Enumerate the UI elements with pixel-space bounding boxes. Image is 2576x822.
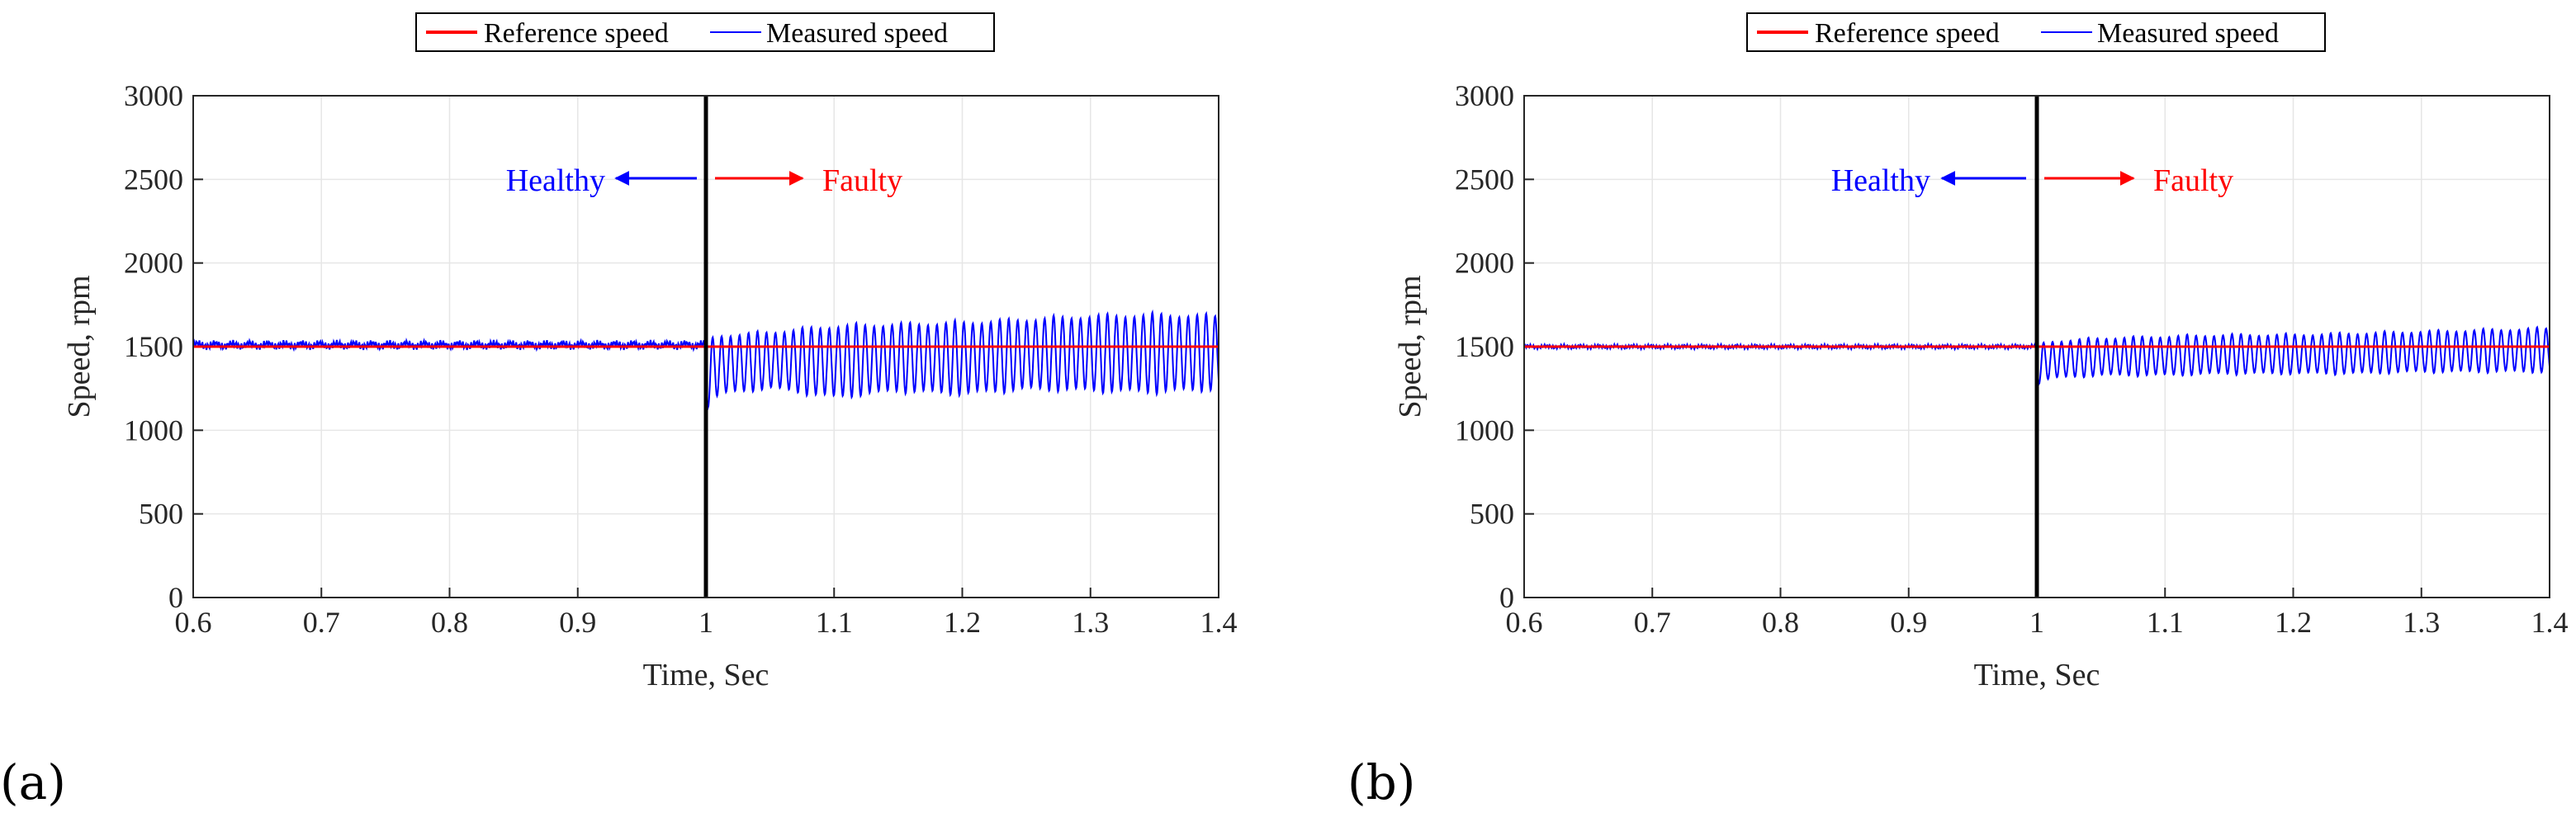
series	[1523, 96, 2550, 598]
faulty-annotation: Faulty	[822, 163, 902, 198]
x-tick-label: 1	[2029, 606, 2044, 639]
legend-label-measured: Measured speed	[766, 18, 948, 49]
x-tick-label: 0.8	[1762, 606, 1799, 639]
legend: Reference speed Measured speed	[1746, 12, 2326, 52]
x-tick-label: 1.4	[1200, 606, 1238, 639]
x-tick-label: 0.7	[1634, 606, 1671, 639]
x-tick-label: 0.6	[175, 606, 212, 639]
chart-panel-b: 0.6 0.7 0.8 0.9 1 1.1 1.2 1.3 1.4 0 500 1000 1500 20…	[1347, 12, 2569, 810]
faulty-annotation: Faulty	[2153, 163, 2233, 198]
y-tick-label: 1000	[1455, 413, 1514, 446]
y-tick-label: 500	[1470, 498, 1514, 531]
x-tick-label: 0.8	[431, 606, 468, 639]
y-tick-label: 1000	[124, 413, 183, 446]
y-tick-label: 1500	[124, 330, 183, 363]
y-axis-label: Speed, rpm	[62, 275, 97, 418]
y-tick-label: 2000	[124, 247, 183, 280]
healthy-annotation: Healthy	[506, 163, 605, 198]
legend-box	[1746, 12, 2326, 52]
legend-label-reference: Reference speed	[484, 18, 669, 49]
x-tick-label: 1.1	[816, 606, 853, 639]
x-tick-label: 0.9	[1890, 606, 1927, 639]
series	[192, 96, 1219, 598]
series-line-measured-speed	[1523, 325, 2550, 386]
legend-box	[415, 12, 995, 52]
x-tick-label: 0.9	[559, 606, 596, 639]
y-tick-label: 2500	[124, 163, 183, 196]
y-tick-label: 2000	[1455, 247, 1514, 280]
x-tick-label: 1.3	[1072, 606, 1109, 639]
y-tick-label: 0	[168, 581, 183, 614]
x-tick-label: 0.7	[303, 606, 340, 639]
x-tick-label: 0.6	[1506, 606, 1543, 639]
y-tick-label: 3000	[1455, 79, 1514, 112]
x-tick-label: 1.3	[2403, 606, 2440, 639]
y-tick-label: 2500	[1455, 163, 1514, 196]
plot-frame	[192, 95, 1219, 598]
x-tick-label: 1.1	[2147, 606, 2184, 639]
x-tick-label: 1	[698, 606, 713, 639]
y-tick-labels: 0 500 1000 1500 2000 2500 3000	[1455, 79, 1514, 614]
y-tick-labels: 0 500 1000 1500 2000 2500 3000	[124, 79, 183, 614]
x-tick-label: 1.2	[944, 606, 981, 639]
x-axis-label: Time, Sec	[1974, 658, 2100, 692]
legend-label-reference: Reference speed	[1815, 18, 2000, 49]
x-tick-label: 1.2	[2275, 606, 2312, 639]
y-tick-label: 3000	[124, 79, 183, 112]
x-tick-labels: 0.6 0.7 0.8 0.9 1 1.1 1.2 1.3 1.4	[1506, 606, 2569, 639]
chart-panel-a: 0.6 0.7 0.8 0.9 1 1.1 1.2 1.3 1.4 0 500 1000 1500 20…	[0, 12, 1238, 810]
legend-label-measured: Measured speed	[2097, 18, 2279, 49]
x-tick-label: 1.4	[2531, 606, 2569, 639]
healthy-annotation: Healthy	[1831, 163, 1930, 198]
y-tick-label: 0	[1499, 581, 1514, 614]
y-tick-label: 1500	[1455, 330, 1514, 363]
x-tick-labels: 0.6 0.7 0.8 0.9 1 1.1 1.2 1.3 1.4	[175, 606, 1238, 639]
plot-frame	[1523, 95, 2550, 598]
panel-label-b: (b)	[1347, 754, 1415, 810]
panel-label-a: (a)	[0, 754, 66, 810]
y-axis-label: Speed, rpm	[1393, 275, 1428, 418]
y-tick-label: 500	[139, 498, 183, 531]
x-axis-label: Time, Sec	[643, 658, 769, 692]
series-line-measured-speed	[192, 309, 1219, 411]
legend: Reference speed Measured speed	[415, 12, 995, 52]
